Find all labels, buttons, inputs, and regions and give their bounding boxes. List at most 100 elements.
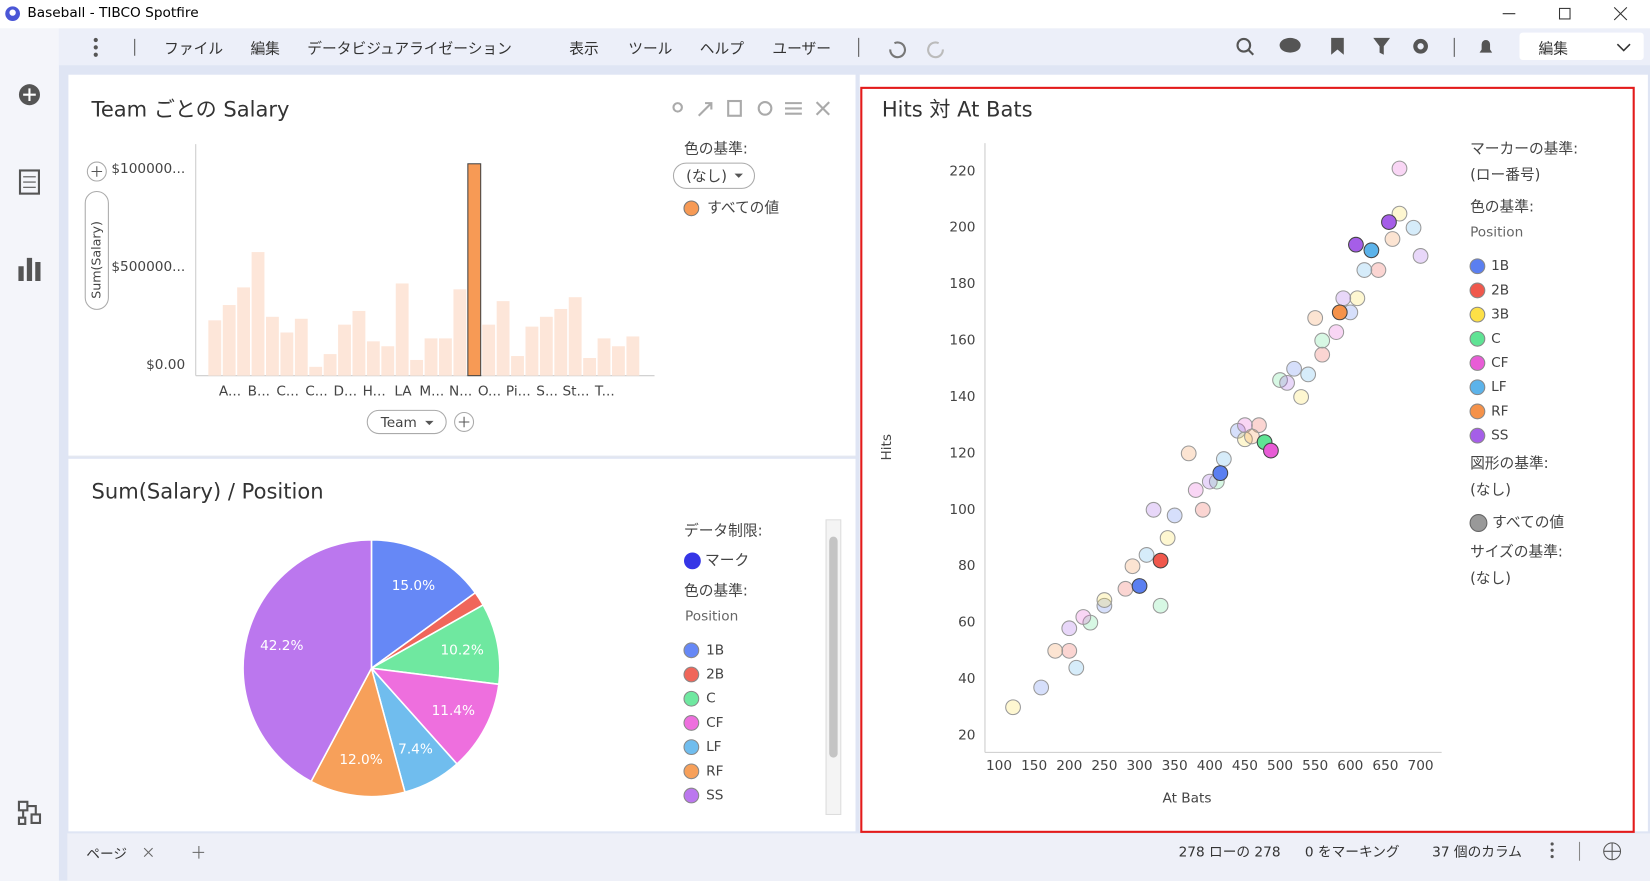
scatter-point bbox=[1138, 547, 1155, 563]
panel-tools[interactable] bbox=[672, 99, 830, 117]
scatter-point bbox=[1263, 442, 1279, 459]
slice-label: 11.4% bbox=[432, 703, 475, 719]
scatter-point bbox=[1279, 374, 1295, 391]
y-tick-label: 120 bbox=[949, 445, 975, 461]
legend-label: すべての値 bbox=[707, 199, 779, 216]
bar bbox=[525, 326, 539, 376]
x-tick-label: O... bbox=[478, 383, 501, 399]
x-tick-label: 300 bbox=[1126, 758, 1152, 774]
window-controls[interactable] bbox=[1494, 4, 1641, 23]
bar bbox=[237, 287, 251, 376]
selection-frame bbox=[860, 86, 1635, 833]
y-axis-selector[interactable] bbox=[84, 190, 109, 310]
x-tick-label: 250 bbox=[1091, 758, 1117, 774]
scatter-point bbox=[1124, 558, 1141, 575]
dropdown-arrow bbox=[734, 173, 743, 178]
scatter-point bbox=[1047, 642, 1064, 659]
legend-title: 図形の基準: bbox=[1470, 455, 1549, 472]
toolbar-icons[interactable] bbox=[1233, 34, 1517, 61]
side-icons[interactable] bbox=[0, 28, 59, 880]
menu-item[interactable]: ビジュアライゼーション bbox=[351, 41, 512, 58]
y-axis-label: Sum(Salary) bbox=[88, 221, 103, 299]
legend-label: C bbox=[706, 691, 716, 707]
menu-icons[interactable] bbox=[88, 37, 141, 58]
legend-label: CF bbox=[706, 715, 724, 731]
legend-label: 3B bbox=[1491, 307, 1509, 323]
slice-label: 7.4% bbox=[398, 741, 433, 757]
legend-title: 色の基準: bbox=[684, 582, 748, 599]
scatter-point bbox=[1370, 262, 1387, 278]
x-axis-label: At Bats bbox=[1162, 791, 1211, 807]
bar bbox=[568, 297, 582, 376]
scatter-point bbox=[1068, 659, 1085, 676]
menu-item[interactable]: ツール bbox=[628, 41, 673, 58]
legend-selector[interactable] bbox=[672, 162, 756, 189]
menu-item[interactable]: 表示 bbox=[569, 41, 599, 58]
x-axis-selector[interactable] bbox=[366, 409, 447, 435]
scatter-point bbox=[1328, 324, 1345, 340]
menu-item[interactable]: ユーザー bbox=[772, 41, 832, 58]
bar bbox=[424, 338, 438, 376]
legend-swatch bbox=[1469, 330, 1486, 347]
window-title: Baseball - TIBCO Spotfire bbox=[27, 5, 199, 22]
legend-swatch bbox=[683, 200, 700, 217]
legend-label: RF bbox=[706, 763, 723, 779]
menu-item[interactable]: ヘルプ bbox=[699, 41, 744, 58]
scatter-point bbox=[1117, 580, 1134, 597]
x-tick-label: D... bbox=[334, 383, 358, 399]
x-tick-label: St... bbox=[562, 383, 589, 399]
scatter-point bbox=[1412, 248, 1429, 264]
bar bbox=[453, 289, 467, 376]
scatter-point bbox=[1405, 219, 1422, 236]
legend-column: Position bbox=[685, 609, 738, 625]
column-count: 37 個のカラム bbox=[1432, 844, 1522, 861]
status-icons[interactable] bbox=[1546, 840, 1641, 863]
scatter-point bbox=[1314, 332, 1331, 349]
row-count: 278 ローの 278 bbox=[1178, 844, 1281, 861]
scatter-point bbox=[1363, 242, 1380, 259]
y-tick-label: 140 bbox=[949, 389, 975, 405]
legend-swatch bbox=[1469, 379, 1486, 396]
x-tick-label: C... bbox=[276, 383, 299, 399]
bar bbox=[467, 163, 482, 377]
x-tick-label: LA bbox=[394, 383, 412, 399]
add-icon bbox=[458, 416, 470, 428]
scatter-point bbox=[1061, 642, 1078, 659]
bar bbox=[280, 332, 294, 376]
legend-swatch bbox=[1469, 514, 1488, 532]
bar bbox=[381, 346, 395, 376]
scatter-point bbox=[1391, 160, 1408, 177]
scatter-point bbox=[1096, 597, 1113, 614]
undo-redo[interactable] bbox=[854, 35, 959, 60]
scatter-point bbox=[1349, 290, 1366, 307]
x-tick-label: M... bbox=[419, 383, 444, 399]
bar bbox=[439, 338, 452, 376]
mode-dropdown[interactable]: 編集 bbox=[1519, 32, 1644, 60]
menu-bar: ファイル 編集 データ ビジュアライゼーション 表示 ツール ヘルプ ユーザー 編集 bbox=[58, 28, 1650, 66]
scatter-point bbox=[1187, 482, 1204, 498]
legend-label: SS bbox=[706, 788, 723, 804]
mode-label: 編集 bbox=[1538, 41, 1568, 58]
add-icon bbox=[91, 166, 103, 177]
legend-swatch bbox=[683, 739, 700, 756]
menu-item[interactable]: データ bbox=[307, 41, 352, 58]
legend-swatch bbox=[683, 690, 700, 707]
title-bar: Baseball - TIBCO Spotfire bbox=[0, 0, 1650, 29]
scroll-thumb[interactable] bbox=[829, 536, 838, 758]
scatter-point bbox=[1033, 679, 1050, 696]
menu-item[interactable]: ファイル bbox=[164, 41, 224, 58]
scatter-point bbox=[1391, 205, 1408, 222]
legend-label: 1B bbox=[706, 642, 724, 658]
scatter-point bbox=[1212, 465, 1229, 482]
side-bar bbox=[0, 28, 59, 881]
tab-controls[interactable] bbox=[141, 844, 205, 861]
y-axis-label: Hits bbox=[879, 434, 895, 461]
scatter-point bbox=[1152, 552, 1169, 569]
menu-item[interactable]: 編集 bbox=[250, 41, 280, 58]
y-tick-label: $0.00 bbox=[146, 357, 185, 373]
page-tab[interactable]: ページ bbox=[86, 847, 128, 863]
legend-label: LF bbox=[1491, 379, 1507, 395]
x-tick-label: N... bbox=[449, 383, 472, 399]
bar bbox=[395, 283, 409, 376]
